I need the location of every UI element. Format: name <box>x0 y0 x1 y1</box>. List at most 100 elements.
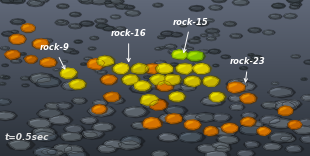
Polygon shape <box>267 118 295 129</box>
Polygon shape <box>103 92 121 102</box>
Polygon shape <box>81 63 87 65</box>
Polygon shape <box>140 98 169 110</box>
Polygon shape <box>157 133 180 142</box>
Polygon shape <box>175 63 195 74</box>
Polygon shape <box>210 93 224 101</box>
Polygon shape <box>218 136 237 143</box>
Polygon shape <box>178 132 206 143</box>
Polygon shape <box>111 98 117 100</box>
Polygon shape <box>37 78 59 86</box>
Polygon shape <box>193 64 209 73</box>
Polygon shape <box>50 117 59 119</box>
Polygon shape <box>285 14 290 15</box>
Polygon shape <box>11 59 20 63</box>
Polygon shape <box>151 151 169 156</box>
Polygon shape <box>224 124 231 128</box>
Polygon shape <box>97 70 106 73</box>
Polygon shape <box>299 120 307 122</box>
Polygon shape <box>209 49 219 53</box>
Polygon shape <box>10 0 19 1</box>
Polygon shape <box>81 63 86 65</box>
Polygon shape <box>143 96 150 100</box>
Polygon shape <box>124 5 135 10</box>
Polygon shape <box>104 92 118 101</box>
Polygon shape <box>11 59 22 63</box>
Polygon shape <box>152 151 167 156</box>
Polygon shape <box>186 78 193 81</box>
Polygon shape <box>243 60 251 63</box>
Polygon shape <box>171 33 181 37</box>
Polygon shape <box>170 63 179 66</box>
Polygon shape <box>35 41 41 43</box>
Polygon shape <box>246 60 253 62</box>
Polygon shape <box>213 34 219 36</box>
Polygon shape <box>72 76 77 79</box>
Polygon shape <box>9 34 26 44</box>
Polygon shape <box>302 78 306 80</box>
Polygon shape <box>144 63 161 74</box>
Polygon shape <box>287 0 300 2</box>
Polygon shape <box>164 106 188 115</box>
Polygon shape <box>69 80 85 89</box>
Polygon shape <box>71 98 87 104</box>
Polygon shape <box>248 54 254 56</box>
Polygon shape <box>216 135 240 145</box>
Polygon shape <box>184 120 202 130</box>
Polygon shape <box>270 14 280 18</box>
Polygon shape <box>0 99 10 104</box>
Polygon shape <box>61 81 83 90</box>
Polygon shape <box>25 57 29 58</box>
Polygon shape <box>35 133 45 135</box>
Polygon shape <box>71 13 75 14</box>
Polygon shape <box>261 116 280 124</box>
Polygon shape <box>103 26 115 31</box>
Polygon shape <box>117 5 122 6</box>
Polygon shape <box>195 144 219 154</box>
Polygon shape <box>51 46 57 48</box>
Polygon shape <box>225 22 229 23</box>
Polygon shape <box>107 4 115 7</box>
Polygon shape <box>161 31 172 35</box>
Polygon shape <box>79 0 95 4</box>
Polygon shape <box>10 19 26 25</box>
Polygon shape <box>29 0 42 6</box>
Polygon shape <box>44 102 61 109</box>
Polygon shape <box>158 65 166 69</box>
Polygon shape <box>271 89 281 91</box>
Polygon shape <box>94 106 100 109</box>
Polygon shape <box>2 32 14 36</box>
Polygon shape <box>36 149 46 151</box>
Polygon shape <box>82 131 100 138</box>
Polygon shape <box>84 57 91 60</box>
Polygon shape <box>291 3 296 4</box>
Polygon shape <box>191 7 196 8</box>
Polygon shape <box>62 145 85 155</box>
Polygon shape <box>213 64 218 66</box>
Polygon shape <box>263 102 277 108</box>
Polygon shape <box>132 85 150 92</box>
Polygon shape <box>303 96 308 97</box>
Polygon shape <box>41 39 53 43</box>
Polygon shape <box>210 50 214 51</box>
Polygon shape <box>242 112 255 118</box>
Polygon shape <box>155 61 165 64</box>
Polygon shape <box>241 125 261 134</box>
Polygon shape <box>91 105 108 114</box>
Polygon shape <box>211 142 231 150</box>
Polygon shape <box>231 34 240 38</box>
Polygon shape <box>29 119 50 128</box>
Polygon shape <box>156 61 160 62</box>
Polygon shape <box>237 150 253 156</box>
Polygon shape <box>94 101 100 102</box>
Polygon shape <box>247 60 249 61</box>
Polygon shape <box>250 60 252 61</box>
Polygon shape <box>127 11 132 12</box>
Polygon shape <box>150 100 166 110</box>
Polygon shape <box>11 30 19 33</box>
Polygon shape <box>199 65 202 66</box>
Polygon shape <box>132 85 140 88</box>
Polygon shape <box>205 19 214 22</box>
Polygon shape <box>143 99 163 108</box>
Polygon shape <box>205 150 230 156</box>
Polygon shape <box>241 126 250 128</box>
